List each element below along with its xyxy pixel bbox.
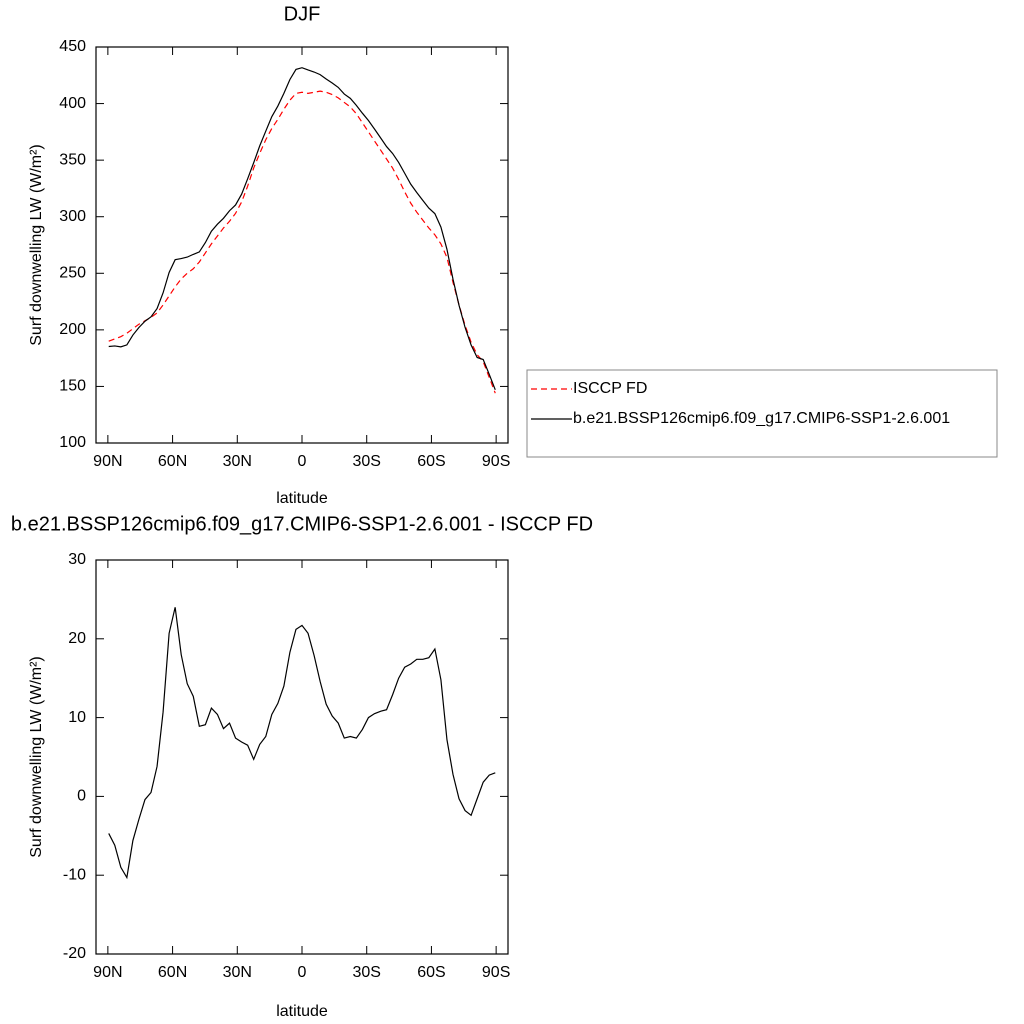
y-tick-label: 100 <box>59 434 86 451</box>
data-line <box>108 90 496 394</box>
y-tick-label: 150 <box>59 378 86 395</box>
x-tick-label: 0 <box>298 453 307 470</box>
x-tick-label: 60S <box>417 453 445 470</box>
y-tick-label: 30 <box>68 551 86 568</box>
y-tick-label: -10 <box>63 866 86 883</box>
x-tick-label: 30N <box>223 453 252 470</box>
y-tick-label: 250 <box>59 265 86 282</box>
chart-title: b.e21.BSSP126cmip6.f09_g17.CMIP6-SSP1-2.… <box>11 513 593 535</box>
x-tick-label: 60S <box>417 964 445 981</box>
y-tick-label: 10 <box>68 709 86 726</box>
x-tick-label: 30N <box>223 964 252 981</box>
x-tick-label: 90S <box>482 453 510 470</box>
plot-frame <box>95 559 509 955</box>
legend-label: b.e21.BSSP126cmip6.f09_g17.CMIP6-SSP1-2.… <box>573 410 950 427</box>
y-tick-label: 450 <box>59 38 86 55</box>
y-tick-label: 300 <box>59 208 86 225</box>
y-tick-label: 20 <box>68 630 86 647</box>
x-axis-label: latitude <box>276 490 328 507</box>
chart-title: DJF <box>284 3 321 25</box>
x-tick-label: 30S <box>352 453 380 470</box>
x-tick-label: 90S <box>482 964 510 981</box>
y-tick-label: 350 <box>59 151 86 168</box>
x-tick-label: 60N <box>158 964 187 981</box>
plot-frame <box>95 46 509 444</box>
legend-label: ISCCP FD <box>573 380 647 397</box>
x-tick-label: 60N <box>158 453 187 470</box>
y-tick-label: 400 <box>59 95 86 112</box>
x-tick-label: 90N <box>93 453 122 470</box>
legend-frame <box>526 369 998 458</box>
x-tick-label: 90N <box>93 964 122 981</box>
y-axis-label: Surf downwelling LW (W/m²) <box>28 656 45 858</box>
y-tick-label: 0 <box>77 788 86 805</box>
data-line <box>108 607 496 880</box>
x-tick-label: 30S <box>352 964 380 981</box>
legend: ISCCP FD b.e21.BSSP126cmip6.f09_g17.CMIP6… <box>526 369 998 458</box>
y-tick-label: 200 <box>59 321 86 338</box>
y-tick-label: -20 <box>63 945 86 962</box>
y-axis-label: Surf downwelling LW (W/m²) <box>28 144 45 346</box>
x-axis-label: latitude <box>276 1003 328 1020</box>
x-tick-label: 0 <box>298 964 307 981</box>
data-line <box>108 67 496 391</box>
